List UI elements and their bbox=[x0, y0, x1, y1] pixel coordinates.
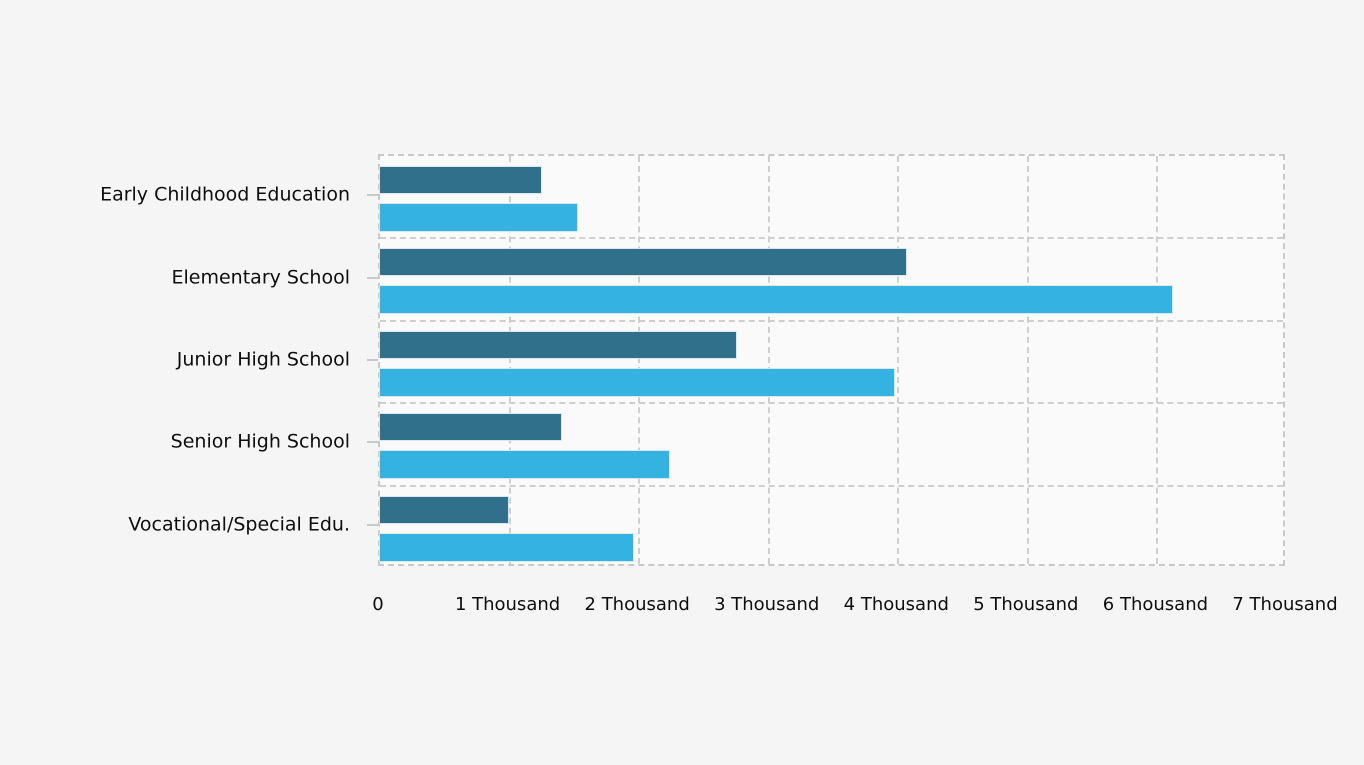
bar-dark-teal-series bbox=[380, 249, 907, 276]
horizontal-gridline bbox=[380, 402, 1283, 405]
bar-light-blue-series bbox=[380, 451, 669, 479]
category-label: Early Childhood Education bbox=[100, 183, 350, 206]
bar-dark-teal-series bbox=[380, 414, 562, 441]
category-label: Vocational/Special Edu. bbox=[128, 513, 350, 536]
bar-light-blue-series bbox=[380, 204, 577, 231]
x-tick-label: 3 Thousand bbox=[714, 594, 820, 615]
bar-light-blue-series bbox=[380, 368, 895, 396]
category-label: Junior High School bbox=[176, 348, 350, 371]
y-axis-tick bbox=[367, 194, 378, 197]
vertical-gridline bbox=[638, 156, 641, 564]
y-axis-tick bbox=[367, 441, 378, 444]
bar-dark-teal-series bbox=[380, 331, 737, 358]
y-axis-tick bbox=[367, 359, 378, 361]
horizontal-gridline bbox=[380, 484, 1283, 487]
bar-dark-teal-series bbox=[380, 167, 541, 193]
y-axis-tick bbox=[367, 276, 378, 279]
category-label: Senior High School bbox=[170, 430, 350, 453]
x-tick-label: 5 Thousand bbox=[973, 594, 1079, 615]
y-axis-tick bbox=[367, 523, 378, 526]
vertical-gridline bbox=[508, 156, 511, 564]
x-tick-label: 0 bbox=[372, 594, 384, 615]
vertical-gridline bbox=[767, 156, 770, 564]
category-label: Elementary School bbox=[171, 266, 350, 289]
x-tick-label: 7 Thousand bbox=[1232, 594, 1338, 615]
x-tick-label: 2 Thousand bbox=[584, 594, 690, 615]
horizontal-gridline bbox=[380, 237, 1283, 240]
x-tick-label: 1 Thousand bbox=[454, 594, 561, 615]
horizontal-gridline bbox=[380, 319, 1283, 322]
bar-light-blue-series bbox=[380, 286, 1172, 314]
vertical-gridline bbox=[1026, 156, 1029, 564]
vertical-gridline bbox=[1156, 156, 1159, 564]
bar-dark-teal-series bbox=[380, 496, 509, 523]
plot-area bbox=[378, 154, 1285, 566]
bar-light-blue-series bbox=[380, 533, 633, 561]
x-tick-label: 6 Thousand bbox=[1102, 594, 1209, 615]
x-tick-label: 4 Thousand bbox=[843, 594, 949, 615]
vertical-gridline bbox=[897, 156, 900, 564]
